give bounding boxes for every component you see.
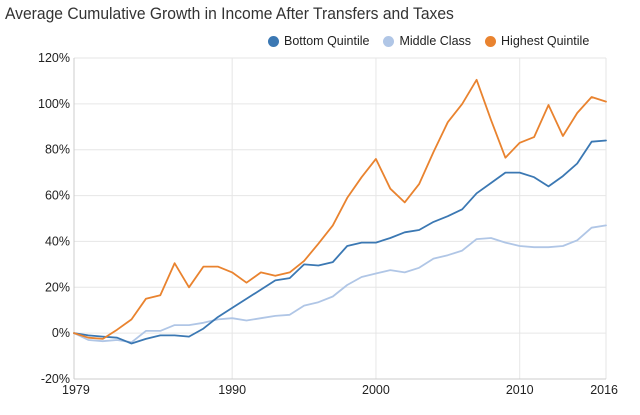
legend-label-middle-class: Middle Class (399, 34, 472, 48)
series-line-bottom-quintile (73, 139, 607, 345)
y-tick-label: 80% (45, 143, 70, 157)
legend-label-bottom-quintile: Bottom Quintile (284, 34, 370, 48)
x-tick-label: 1979 (62, 383, 90, 397)
y-tick-label: 120% (38, 51, 70, 65)
y-tick-label: 100% (38, 97, 70, 111)
legend-swatch-middle-class (383, 35, 395, 47)
legend-item-highest-quintile: Highest Quintile (485, 34, 589, 48)
chart-title: Average Cumulative Growth in Income Afte… (5, 4, 454, 23)
y-tick-label: 0% (52, 326, 70, 340)
legend-swatch-highest-quintile (485, 35, 497, 47)
series-line-middle-class (73, 224, 607, 344)
x-tick-label: 1990 (218, 383, 246, 397)
series-line-highest-quintile (73, 78, 607, 340)
y-tick-label: 20% (45, 280, 70, 294)
legend-item-middle-class: Middle Class (383, 34, 471, 48)
y-tick-label: 40% (45, 234, 70, 248)
x-tick-label: 2016 (590, 383, 618, 397)
y-tick-label: 60% (45, 189, 70, 203)
x-tick-label: 2010 (506, 383, 534, 397)
legend-item-bottom-quintile: Bottom Quintile (268, 34, 369, 48)
legend-swatch-bottom-quintile (268, 35, 279, 47)
y-tick-label: -20% (41, 372, 70, 386)
chart-legend: Bottom Quintile Middle Class Highest Qui… (268, 34, 603, 48)
legend-label-highest-quintile: Highest Quintile (501, 34, 590, 48)
x-tick-label: 2000 (362, 383, 390, 397)
